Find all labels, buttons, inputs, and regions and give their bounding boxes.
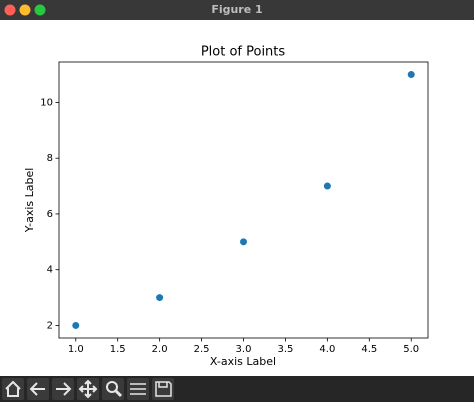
pan-icon: [78, 379, 98, 399]
x-tick-label: 3.0: [236, 344, 252, 355]
point: [323, 182, 331, 190]
y-axis-label: Y-axis Label: [23, 168, 36, 234]
x-tick-label: 2.0: [152, 344, 168, 355]
window-title: Figure 1: [211, 3, 262, 16]
close-button[interactable]: [4, 4, 16, 16]
y-tick-label: 10: [40, 97, 53, 108]
toolbar-icons: [2, 378, 174, 400]
x-tick-label: 2.5: [194, 344, 210, 355]
point: [156, 294, 164, 302]
plot-area: 1.0 1.5 2.0 2.5 3.0 3.5 4.0 4.5 5.0 2 4 6 8 10: [40, 61, 429, 355]
point: [72, 321, 80, 329]
zoom-button[interactable]: [34, 4, 46, 16]
back-icon: [29, 382, 45, 396]
x-tick-label: 3.5: [277, 344, 293, 355]
y-tick-label: 6: [47, 209, 53, 220]
save-icon: [155, 381, 172, 397]
x-tick-label: 4.0: [319, 344, 335, 355]
title-bar: [0, 0, 474, 20]
configure-icon: [130, 383, 146, 395]
point: [407, 71, 415, 79]
y-tick-label: 2: [47, 320, 53, 331]
chart-title: Plot of Points: [201, 45, 286, 60]
save-button[interactable]: [152, 378, 174, 400]
zoom-icon-handle: [114, 389, 123, 398]
home-icon: [5, 380, 21, 397]
x-tick-label: 1.5: [110, 344, 126, 355]
x-axis-label: X-axis Label: [210, 355, 276, 368]
zoom-icon: [106, 381, 118, 393]
forward-icon: [56, 382, 72, 396]
y-tick-label: 8: [47, 153, 53, 164]
axes-frame: [58, 61, 429, 339]
point: [240, 238, 247, 246]
x-tick-label: 4.5: [361, 344, 377, 355]
x-tick-label: 1.0: [68, 344, 84, 355]
x-tick-label: 5.0: [403, 344, 419, 355]
minimize-button[interactable]: [19, 4, 31, 16]
y-tick-label: 4: [47, 265, 53, 276]
